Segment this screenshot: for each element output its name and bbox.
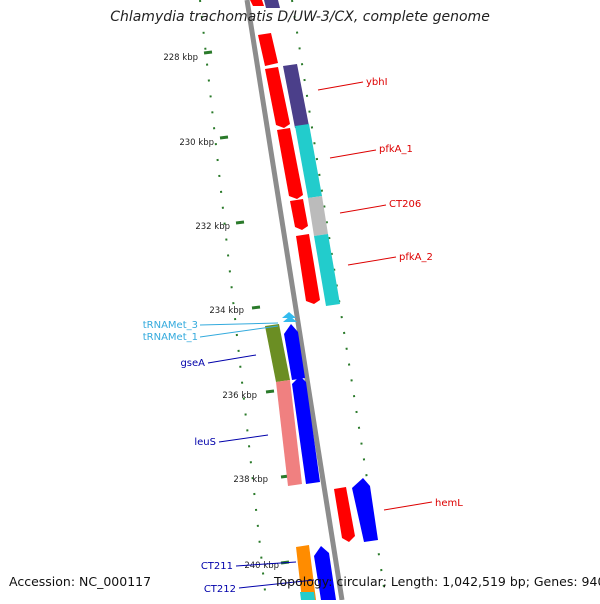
tick-236 (265, 389, 275, 394)
cds-ybhI (283, 64, 309, 128)
leader-hemL (383, 501, 433, 511)
scale-label-232: 232 kbp (195, 222, 230, 232)
tick-228 (203, 50, 213, 55)
inner-dotted-ring (199, 0, 267, 601)
cds-red-5 (296, 234, 320, 304)
right-gene-labels: ybhI pfkA_1 CT206 pfkA_2 hemL (317, 77, 463, 511)
cds-red-2 (265, 67, 290, 128)
left-gene-labels: tRNAMet_3 tRNAMet_1 gseA leuS CT211 CT21… (143, 320, 315, 595)
gene-label-CT212: CT212 (204, 584, 236, 595)
cds-gseA (265, 324, 290, 382)
tick-230 (219, 135, 229, 140)
genome-backbone (244, 0, 345, 601)
gene-label-ybhI: ybhI (366, 77, 388, 88)
gene-label-CT211: CT211 (201, 561, 233, 572)
scale-label-234: 234 kbp (209, 306, 244, 316)
scale-label-238: 238 kbp (233, 475, 268, 485)
scale-label-240: 240 kbp (244, 561, 279, 571)
leader-ybhI (317, 81, 364, 91)
cds-red-1 (258, 33, 278, 66)
leader-tRNAMet_3 (199, 322, 279, 326)
leader-leuS (218, 434, 269, 443)
gene-label-pfkA_2: pfkA_2 (399, 252, 433, 263)
map-title: Chlamydia trachomatis D/UW-3/CX, complet… (110, 9, 490, 25)
cds-top-partial-red (250, 0, 264, 6)
gene-label-CT206: CT206 (389, 199, 421, 210)
cds-hemL-red (334, 487, 355, 542)
leader-tRNAMet_1 (199, 325, 279, 338)
gene-label-hemL: hemL (435, 498, 463, 509)
cds-red-4 (290, 199, 308, 230)
tick-232 (235, 220, 245, 225)
trna-marker-1 (282, 312, 296, 318)
tick-234 (251, 305, 261, 310)
cds-blue-1 (284, 324, 305, 380)
gene-label-pfkA_1: pfkA_1 (379, 144, 413, 155)
gene-label-gseA: gseA (180, 358, 205, 369)
gene-label-leuS: leuS (194, 437, 216, 448)
gene-label-tRNAMet_3: tRNAMet_3 (143, 320, 198, 331)
leader-CT206 (339, 204, 387, 214)
cds-blue-2 (292, 376, 320, 484)
cds-bottom-cyan (300, 592, 315, 600)
leader-gseA (207, 354, 257, 364)
cds-hemL-blue (352, 478, 378, 542)
cds-CT206 (308, 196, 328, 236)
scale-labels: 228 kbp 230 kbp 232 kbp 234 kbp 236 kbp … (163, 53, 279, 571)
cds-pfkA_2 (314, 234, 340, 306)
gene-label-tRNAMet_1: tRNAMet_1 (143, 332, 198, 343)
cds-CT211 (296, 545, 316, 600)
leader-CT211 (235, 561, 297, 567)
trna-marker-2 (283, 316, 297, 322)
leader-pfkA_1 (329, 149, 377, 159)
leader-CT212 (238, 579, 315, 589)
cds-leuS (276, 380, 302, 486)
cds-CT212 (314, 546, 336, 600)
scale-label-228: 228 kbp (163, 53, 198, 63)
scale-label-236: 236 kbp (222, 391, 257, 401)
cds-top-partial-purple (264, 0, 280, 8)
topology-text: Topology: circular; Length: 1,042,519 bp… (274, 574, 600, 589)
cds-pfkA_1 (295, 124, 322, 198)
leader-pfkA_2 (347, 256, 397, 266)
trna-markers (282, 312, 297, 322)
cds-red-3 (277, 128, 303, 199)
scale-label-230: 230 kbp (179, 138, 214, 148)
accession-text: Accession: NC_000117 (9, 574, 152, 589)
